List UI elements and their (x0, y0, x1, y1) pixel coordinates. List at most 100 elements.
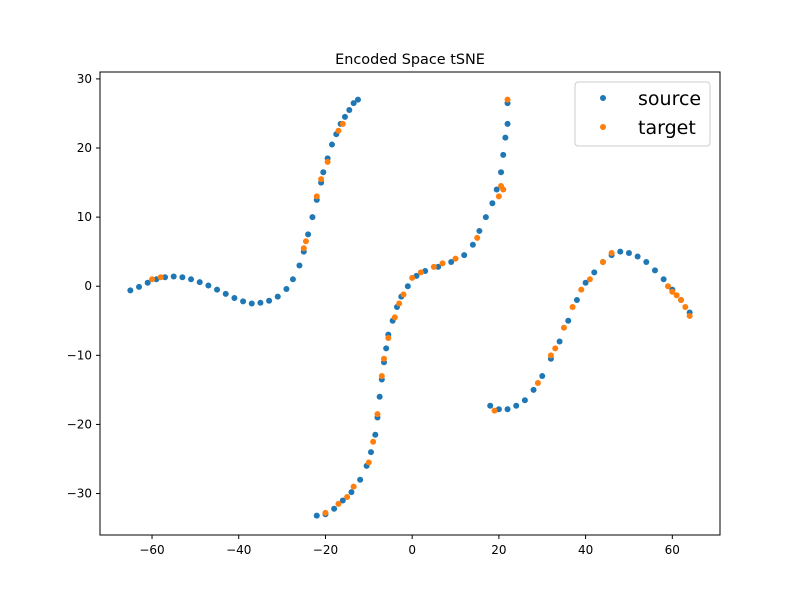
source-point (500, 151, 507, 158)
target-point (552, 345, 559, 352)
legend-box (574, 81, 711, 147)
source-point (448, 259, 455, 266)
source-point (309, 214, 316, 221)
source-point (144, 279, 151, 286)
legend-label-target: target (638, 117, 696, 139)
y-tick-label: 30 (77, 72, 92, 86)
target-point (313, 193, 320, 200)
target-point (578, 286, 585, 293)
target-point (335, 127, 342, 134)
target-point (302, 238, 309, 245)
source-point (376, 393, 383, 400)
target-point (664, 283, 671, 290)
source-point (339, 497, 346, 504)
target-point (452, 255, 459, 262)
target-point (339, 120, 346, 127)
source-point (489, 200, 496, 207)
source-point (331, 505, 338, 512)
target-point (673, 292, 680, 299)
target-point (586, 276, 593, 283)
source-point (196, 279, 203, 286)
target-point (677, 297, 684, 304)
source-point (383, 345, 390, 352)
target-point (430, 263, 437, 270)
axes-frame (99, 71, 721, 536)
source-point (328, 141, 335, 148)
y-tick-label: 10 (77, 210, 92, 224)
target-point (300, 245, 307, 252)
source-point (248, 300, 255, 307)
x-tick-label: 0 (408, 543, 416, 557)
target-point (400, 291, 407, 298)
points-layer (127, 96, 693, 519)
source-point (257, 299, 264, 306)
source-point (372, 431, 379, 438)
target-point (417, 269, 424, 276)
source-point (205, 282, 212, 289)
target-point (391, 314, 398, 321)
legend-label-source: source (638, 88, 701, 110)
series-target (149, 96, 693, 516)
source-point (231, 294, 238, 301)
source-point (296, 262, 303, 269)
y-tick-label: 0 (84, 279, 92, 293)
source-point (179, 274, 186, 281)
target-point (365, 459, 372, 466)
source-point (556, 338, 563, 345)
source-point (565, 317, 572, 324)
x-tick-label: −60 (139, 543, 164, 557)
x-tick-label: −40 (226, 543, 251, 557)
source-point (162, 274, 169, 281)
legend: source target (574, 81, 711, 147)
x-axis: −60 −40 −20 0 20 40 60 (139, 535, 680, 557)
source-point (289, 276, 296, 283)
chart-title: Encoded Space tSNE (335, 52, 485, 68)
source-point (487, 402, 494, 409)
target-point (560, 324, 567, 331)
y-tick-label: −30 (67, 487, 92, 501)
source-point (651, 267, 658, 274)
source-point (634, 253, 641, 260)
target-point (344, 493, 351, 500)
source-point (240, 298, 247, 305)
source-point (266, 297, 273, 304)
target-point (491, 407, 498, 414)
source-point (625, 250, 632, 257)
source-point (476, 227, 483, 234)
target-point (547, 352, 554, 359)
source-point (504, 406, 511, 413)
target-point (322, 509, 329, 516)
source-point (582, 279, 589, 286)
target-point (157, 274, 164, 281)
target-point (608, 250, 615, 257)
legend-marker-target (600, 124, 606, 130)
target-point (378, 373, 385, 380)
source-point (214, 286, 221, 293)
legend-marker-source (600, 95, 606, 101)
source-point (357, 476, 364, 483)
x-tick-label: 40 (578, 543, 593, 557)
source-point (313, 512, 320, 519)
target-point (500, 186, 507, 193)
source-point (170, 273, 177, 280)
target-point (504, 96, 511, 103)
target-point (324, 158, 331, 165)
target-point (318, 176, 325, 183)
source-point (404, 283, 411, 290)
source-point (469, 241, 476, 248)
y-tick-label: 20 (77, 141, 92, 155)
x-tick-label: −20 (313, 543, 338, 557)
source-point (591, 269, 598, 276)
source-point (136, 283, 143, 290)
source-point (348, 489, 355, 496)
source-point (127, 287, 134, 294)
source-point (521, 397, 528, 404)
source-point (367, 449, 374, 456)
source-point (660, 276, 667, 283)
x-tick-label: 20 (491, 543, 506, 557)
source-point (504, 120, 511, 127)
source-point (493, 186, 500, 193)
source-point (435, 263, 442, 270)
target-point (569, 303, 576, 310)
